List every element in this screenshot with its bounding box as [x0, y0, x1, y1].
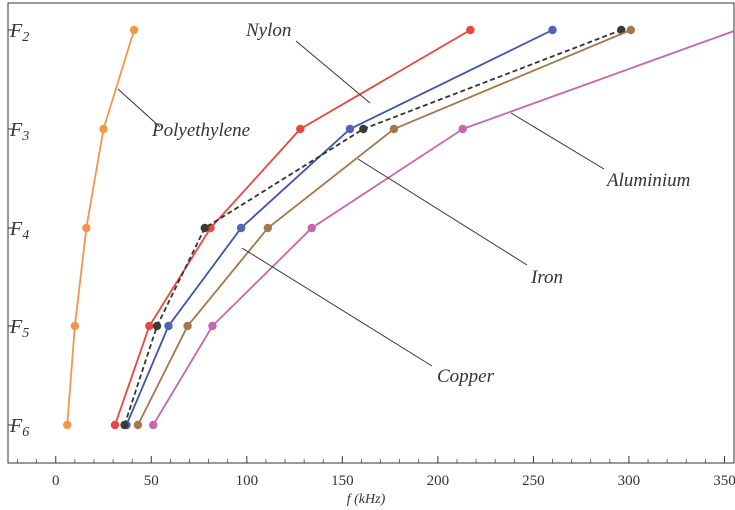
data-point	[133, 420, 143, 430]
x-tick-label: 150	[331, 473, 354, 489]
data-point	[458, 124, 467, 134]
data-point	[145, 321, 154, 331]
data-point	[359, 124, 368, 134]
series-copper	[122, 25, 557, 430]
annotation-copper: Copper	[437, 366, 495, 387]
y-tick-label: F4	[9, 218, 29, 243]
annotation-iron: Iron	[530, 267, 563, 288]
y-tick-label: F5	[9, 316, 29, 341]
data-point	[208, 321, 217, 331]
data-point	[263, 223, 273, 233]
data-point	[296, 124, 305, 134]
data-point	[548, 25, 557, 35]
x-tick-label: 100	[236, 473, 259, 489]
series-line	[123, 29, 622, 426]
x-tick-label: 250	[522, 473, 545, 489]
annotation-nylon: Nylon	[245, 20, 291, 41]
data-point	[82, 223, 91, 233]
data-point	[466, 25, 475, 35]
data-point	[200, 223, 209, 233]
data-point	[389, 124, 399, 134]
series-layer	[63, 25, 735, 430]
data-point	[70, 321, 80, 331]
data-point	[129, 25, 139, 35]
series-dashed	[120, 25, 626, 430]
data-point	[164, 321, 173, 331]
series-aluminium	[149, 30, 735, 430]
y-tick-label: F6	[9, 415, 29, 440]
annotation-polyethylene: Polyethylene	[151, 120, 250, 141]
data-point	[149, 420, 158, 430]
series-line	[66, 29, 135, 426]
data-point	[236, 223, 246, 233]
annotation-aluminium: Aluminium	[605, 170, 690, 191]
series-nylon	[110, 25, 475, 430]
y-tick-label: F3	[9, 119, 29, 144]
x-tick-label: 350	[713, 473, 735, 489]
x-tick-label: 0	[52, 473, 60, 489]
data-point	[110, 420, 120, 430]
annotation-layer: Polyethylene Nylon Iron Aluminium Copper	[117, 20, 690, 387]
series-iron	[133, 25, 636, 430]
data-point	[183, 321, 192, 331]
plot-frame	[7, 2, 735, 464]
data-point	[626, 25, 636, 35]
data-point	[152, 321, 162, 331]
x-tick-label: 50	[144, 473, 159, 489]
annotation-leader	[510, 112, 605, 170]
annotation-leader	[117, 88, 161, 128]
axis-ticks: 0 50 100 150 200 250 300 350 F6 F5 F4 F3 F2	[8, 20, 735, 489]
data-point	[99, 124, 108, 134]
data-point	[63, 420, 72, 430]
annotation-leader	[241, 247, 433, 367]
x-tick-label: 200	[427, 473, 450, 489]
data-point	[307, 223, 316, 233]
annotation-leader	[295, 40, 371, 104]
y-tick-label: F2	[9, 20, 29, 45]
x-axis-label: f (kHz)	[347, 492, 386, 507]
data-point	[617, 25, 626, 35]
annotation-leader	[357, 158, 528, 266]
series-polyethylene	[63, 25, 139, 430]
data-point	[120, 420, 129, 430]
data-point	[345, 124, 355, 134]
x-tick-label: 300	[618, 473, 641, 489]
